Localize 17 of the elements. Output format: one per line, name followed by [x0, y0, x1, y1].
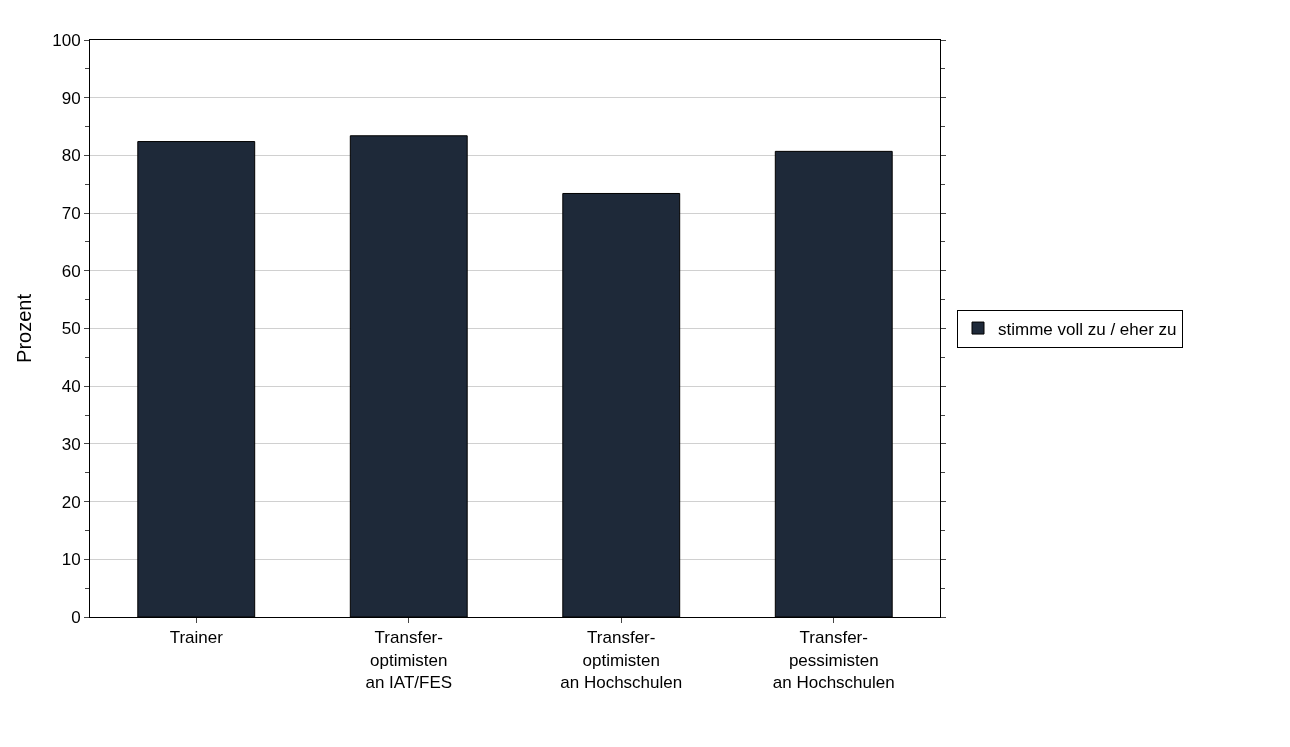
y-tick-label: 10 — [61, 550, 81, 570]
y-tick-label: 70 — [61, 204, 81, 224]
x-tick-label: Transfer- optimisten an IAT/FES — [365, 628, 453, 692]
y-tick-label: 80 — [61, 146, 81, 166]
y-tick-label: 100 — [52, 30, 81, 50]
y-axis-title: Prozent — [12, 293, 35, 363]
y-tick-label: 20 — [61, 492, 81, 512]
x-tick-label: Trainer — [169, 628, 224, 648]
y-tick-label: 30 — [61, 434, 81, 454]
y-tick-label: 90 — [61, 88, 81, 108]
y-tick-label: 40 — [61, 377, 81, 397]
x-tick-label: Transfer- pessimisten an Hochschulen — [772, 628, 895, 692]
y-tick-label: 0 — [71, 607, 81, 627]
x-tick-label: Transfer- optimisten an Hochschulen — [560, 628, 683, 692]
y-tick-label: 60 — [61, 261, 81, 281]
y-tick-label: 50 — [61, 319, 81, 339]
legend-label: stimme voll zu / eher zu — [998, 319, 1177, 339]
